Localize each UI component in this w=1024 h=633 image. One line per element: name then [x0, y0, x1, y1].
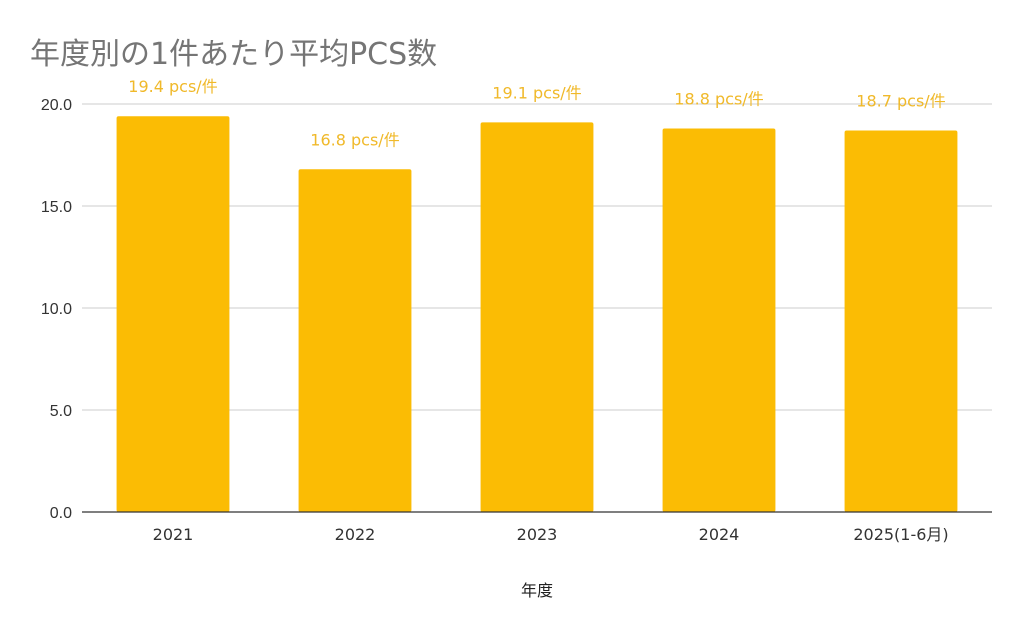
- bar-2023: [480, 122, 594, 513]
- y-tick-label: 0.0: [50, 505, 72, 522]
- x-axis-ticks: 2021 2022 2023 2024 2025(1-6月): [153, 525, 949, 544]
- y-tick-label: 5.0: [50, 403, 72, 420]
- data-label: 18.7 pcs/件: [856, 92, 945, 111]
- y-tick-label: 15.0: [41, 199, 72, 216]
- bars: [116, 116, 958, 513]
- x-tick-label: 2022: [335, 525, 376, 544]
- x-axis-label: 年度: [521, 581, 553, 600]
- x-tick-label: 2024: [699, 525, 740, 544]
- x-tick-label: 2025(1-6月): [853, 525, 948, 544]
- y-tick-label: 10.0: [41, 301, 72, 318]
- chart-title: 年度別の1件あたり平均PCS数: [30, 37, 437, 72]
- data-labels: 19.4 pcs/件 16.8 pcs/件 19.1 pcs/件 18.8 pcs/件…: [128, 77, 945, 149]
- bar-2021: [116, 116, 230, 513]
- bar-2025(1-6月): [844, 130, 958, 512]
- x-tick-label: 2021: [153, 525, 194, 544]
- y-axis-ticks: 0.0 5.0 10.0 15.0 20.0: [41, 97, 72, 522]
- bar-2022: [298, 169, 412, 512]
- data-label: 19.1 pcs/件: [492, 83, 581, 102]
- bar-2024: [662, 128, 776, 513]
- data-label: 16.8 pcs/件: [310, 130, 399, 149]
- data-label: 19.4 pcs/件: [128, 77, 217, 96]
- y-tick-label: 20.0: [41, 97, 72, 114]
- x-tick-label: 2023: [517, 525, 558, 544]
- data-label: 18.8 pcs/件: [674, 89, 763, 108]
